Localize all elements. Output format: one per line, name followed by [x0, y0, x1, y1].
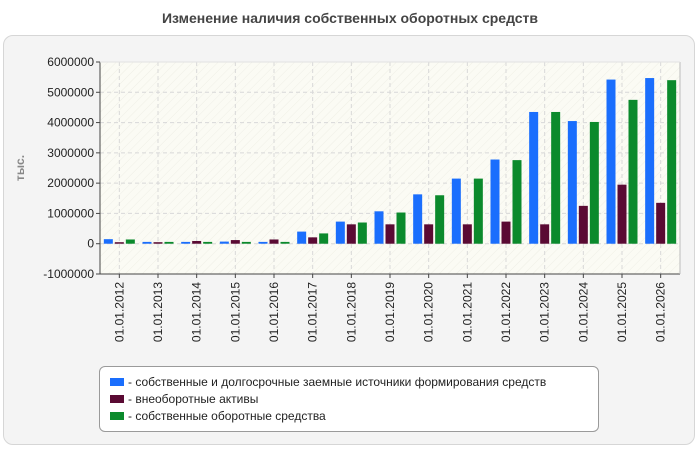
- x-tick-label: 01.01.2018: [344, 282, 358, 342]
- x-tick-label: 01.01.2017: [306, 282, 320, 342]
- bar: [203, 241, 213, 244]
- axes: 6000000 5000000 4000000 3000000 2000000 10000…: [43, 55, 681, 342]
- bar: [656, 202, 666, 244]
- bar: [413, 194, 423, 244]
- bar: [125, 239, 135, 244]
- x-tick-label: 01.01.2012: [112, 282, 126, 342]
- x-tick-label: 01.01.2020: [422, 282, 436, 342]
- x-tick-label: 01.01.2024: [576, 282, 590, 342]
- y-tick-label: 2000000: [47, 176, 94, 190]
- bar: [490, 159, 500, 244]
- chart-title: Изменение наличия собственных оборотных …: [161, 10, 539, 26]
- y-tick-label: -1000000: [43, 267, 94, 281]
- bar: [473, 178, 483, 244]
- x-tick-label: 01.01.2021: [460, 282, 474, 342]
- bar: [357, 222, 367, 244]
- bar: [346, 224, 356, 244]
- x-tick-label: 01.01.2013: [151, 282, 165, 342]
- bar: [540, 224, 550, 244]
- x-tick-label: 01.01.2026: [654, 282, 668, 342]
- x-tick-label: 01.01.2023: [538, 282, 552, 342]
- bars: [103, 78, 677, 244]
- bar: [551, 111, 561, 244]
- bar: [628, 99, 638, 244]
- bar: [589, 121, 599, 244]
- bar: [567, 121, 577, 244]
- x-tick-label: 01.01.2014: [190, 282, 204, 342]
- bar: [451, 178, 461, 244]
- legend-swatch: [110, 411, 124, 420]
- bar: [241, 241, 251, 244]
- y-tick-label: 1000000: [47, 206, 94, 220]
- bar: [335, 221, 345, 244]
- y-tick-label: 6000000: [47, 55, 94, 69]
- x-tick-label: 01.01.2022: [499, 282, 513, 342]
- bar: [192, 240, 202, 244]
- bar: [297, 231, 307, 244]
- bar: [181, 241, 191, 244]
- bar: [280, 241, 290, 244]
- bar: [114, 242, 124, 244]
- y-tick-label: 4000000: [47, 116, 94, 130]
- bar: [512, 160, 522, 244]
- bar: [153, 242, 163, 244]
- bar: [435, 195, 445, 244]
- legend-swatch: [110, 377, 124, 386]
- bar: [529, 111, 539, 244]
- bar: [269, 239, 279, 244]
- y-tick-label: 3000000: [47, 146, 94, 160]
- legend-item: - собственные оборотные средства: [110, 407, 598, 424]
- y-tick-label: 5000000: [47, 85, 94, 99]
- bar: [258, 241, 268, 244]
- bar: [396, 212, 406, 244]
- legend-label: - собственные оборотные средства: [128, 408, 326, 423]
- y-axis-label: тыс.: [13, 155, 27, 181]
- legend-item: - внеоборотные активы: [110, 390, 598, 407]
- y-tick-label: 0: [87, 237, 94, 251]
- bar: [462, 224, 472, 244]
- bar: [103, 239, 113, 244]
- bar: [424, 224, 434, 244]
- bar: [374, 211, 384, 244]
- bar: [606, 79, 616, 244]
- chart-legend: - собственные и долгосрочные заемные ист…: [99, 366, 599, 432]
- bar: [578, 205, 588, 244]
- x-tick-label: 01.01.2015: [228, 282, 242, 342]
- bar: [319, 233, 329, 244]
- bar: [645, 78, 655, 244]
- legend-item: - собственные и долгосрочные заемные ист…: [110, 373, 598, 390]
- bar: [164, 241, 174, 244]
- bar: [501, 221, 511, 244]
- legend-swatch: [110, 394, 124, 403]
- bar: [142, 241, 152, 244]
- legend-label: - внеоборотные активы: [128, 391, 259, 406]
- bar: [308, 237, 318, 244]
- bar: [667, 80, 677, 244]
- bar: [230, 240, 240, 244]
- bar: [385, 224, 395, 244]
- bar: [219, 241, 229, 244]
- x-tick-label: 01.01.2019: [383, 282, 397, 342]
- x-tick-label: 01.01.2016: [267, 282, 281, 342]
- bar: [617, 184, 627, 244]
- legend-label: - собственные и долгосрочные заемные ист…: [128, 374, 547, 389]
- x-tick-label: 01.01.2025: [615, 282, 629, 342]
